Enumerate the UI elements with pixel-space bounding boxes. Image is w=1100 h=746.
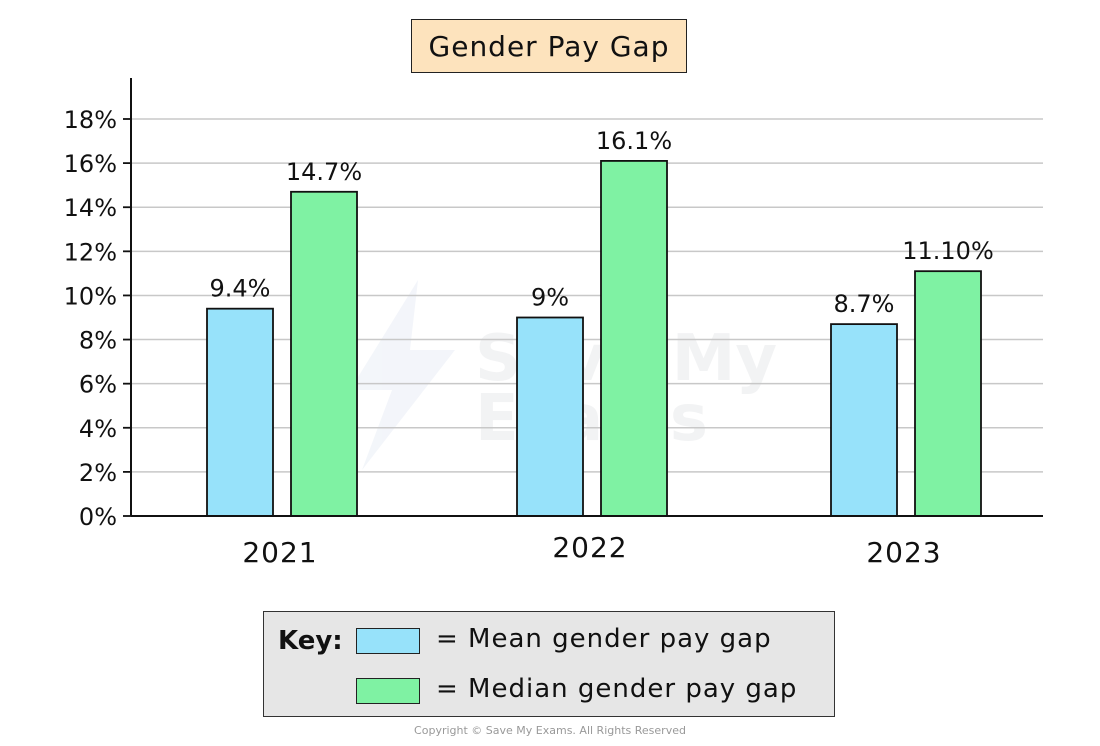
chart-title: Gender Pay Gap: [411, 19, 687, 73]
y-tick-label: 4%: [79, 415, 117, 443]
legend-label-mean: = Mean gender pay gap: [436, 624, 772, 654]
bars: [206, 160, 982, 517]
y-tick-label: 2%: [79, 459, 117, 487]
y-tick-label: 6%: [79, 371, 117, 399]
copyright-notice: Copyright © Save My Exams. All Rights Re…: [414, 724, 686, 737]
data-label-mean-2022: 9%: [531, 284, 569, 312]
bar-mean-2022: [516, 316, 584, 517]
data-label-mean-2023: 8.7%: [834, 290, 895, 318]
data-label-median-2023: 11.10%: [902, 237, 994, 265]
bar-median-2021: [290, 190, 358, 517]
axes: 0% 2% 4% 6% 8% 10% 12% 14% 16% 18% 2021 2022 2023: [64, 78, 1043, 569]
watermark-logo-icon: [350, 280, 455, 470]
y-tick-label: 12%: [64, 238, 117, 266]
legend-swatch-mean: [356, 628, 420, 654]
y-tick-label: 8%: [79, 327, 117, 355]
x-tick-label-2021: 2021: [242, 536, 317, 569]
bar-mean-2023: [830, 323, 898, 517]
x-tick-label-2022: 2022: [552, 531, 627, 564]
legend-label-median: = Median gender pay gap: [436, 674, 798, 704]
data-labels: 9.4% 14.7% 9% 16.1% 8.7%11.10%: [210, 127, 994, 318]
y-tick-label: 18%: [64, 106, 117, 134]
legend-title: Key:: [278, 626, 343, 656]
data-label-mean-2021: 9.4%: [210, 275, 271, 303]
y-tick-label: 16%: [64, 150, 117, 178]
data-label-median-2021: 14.7%: [286, 158, 362, 186]
legend: Key: = Mean gender pay gap = Median gend…: [263, 611, 835, 717]
x-tick-label-2023: 2023: [866, 536, 941, 569]
bar-mean-2021: [206, 307, 274, 517]
y-tick-label: 10%: [64, 282, 117, 310]
y-tick-label: 14%: [64, 194, 117, 222]
watermark-text-line2: Exams: [475, 382, 708, 456]
data-label-median-2022: 16.1%: [596, 127, 672, 155]
bar-median-2023: [914, 270, 982, 517]
legend-swatch-median: [356, 678, 420, 704]
bar-median-2022: [600, 160, 668, 517]
y-tick-label: 0%: [79, 503, 117, 531]
